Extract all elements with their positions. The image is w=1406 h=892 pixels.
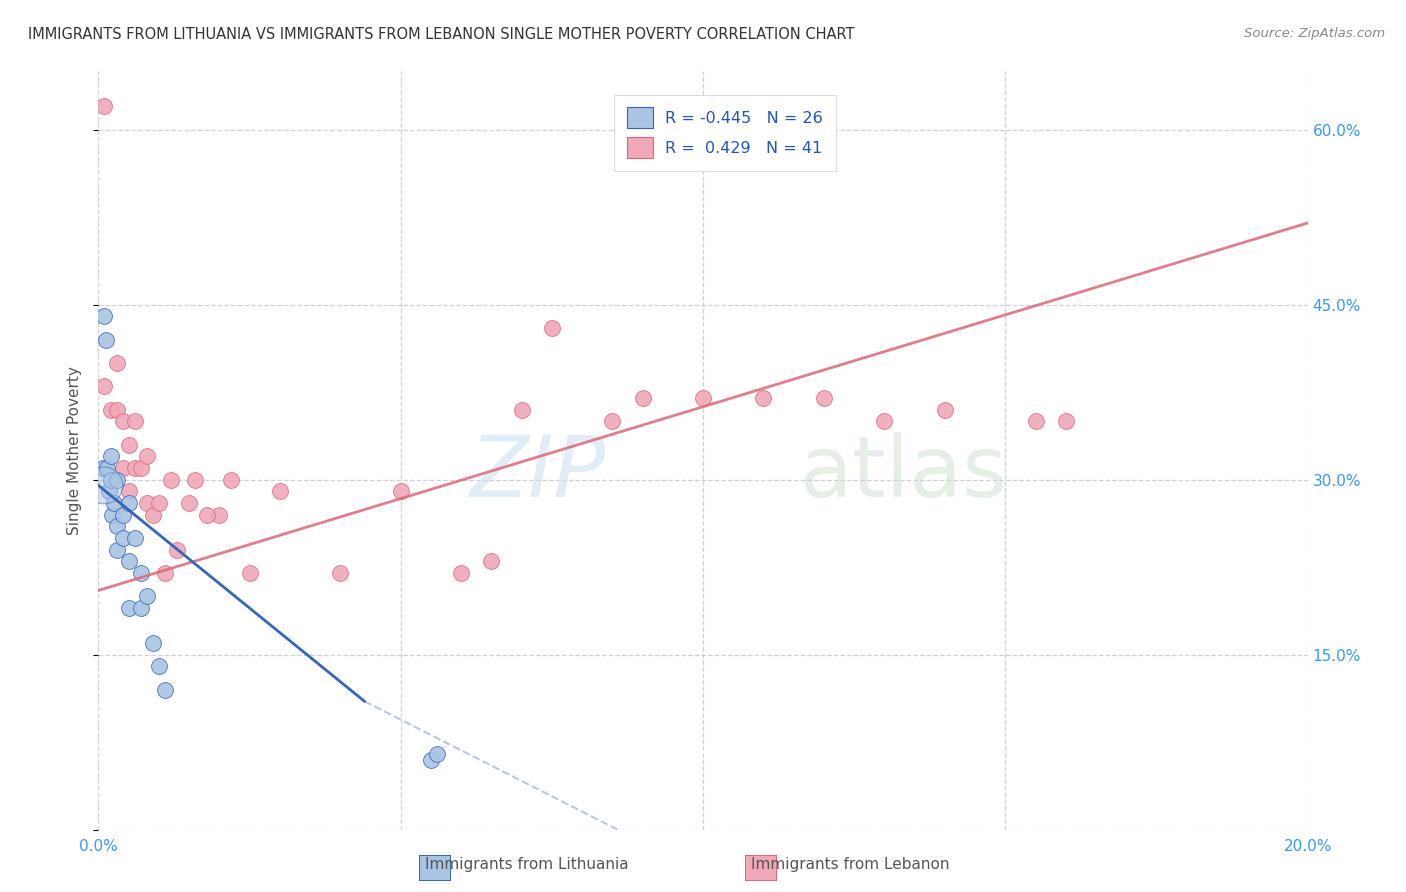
Point [239, 566, 262, 580]
Point [179, 496, 201, 510]
Point [426, 747, 449, 761]
Point [934, 402, 956, 417]
Point [129, 566, 152, 580]
Point [111, 414, 134, 428]
Point [540, 321, 562, 335]
Point [105, 473, 128, 487]
Point [135, 589, 157, 603]
Point [1024, 414, 1046, 428]
Point [93, 478, 115, 492]
Point [105, 519, 128, 533]
Point [195, 508, 218, 522]
Point [631, 391, 654, 405]
Y-axis label: Single Mother Poverty: Single Mother Poverty [67, 366, 83, 535]
Point [129, 461, 152, 475]
Point [148, 659, 170, 673]
Point [105, 542, 128, 557]
Point [142, 636, 165, 650]
Point [105, 402, 128, 417]
Point [129, 601, 152, 615]
Point [1054, 414, 1077, 428]
Point [93, 310, 115, 324]
Text: ZIP: ZIP [470, 432, 606, 515]
Point [111, 461, 134, 475]
Point [153, 566, 176, 580]
Point [94, 333, 117, 347]
Point [124, 414, 146, 428]
Point [692, 391, 714, 405]
Point [148, 496, 170, 510]
Point [221, 473, 243, 487]
Point [100, 402, 122, 417]
Point [118, 484, 141, 499]
Point [105, 356, 128, 370]
Point [124, 531, 146, 545]
Point [118, 437, 141, 451]
Point [813, 391, 835, 405]
Legend: R = -0.445   N = 26, R =  0.429   N = 41: R = -0.445 N = 26, R = 0.429 N = 41 [614, 95, 837, 170]
Point [510, 402, 533, 417]
Text: Immigrants from Lithuania: Immigrants from Lithuania [426, 857, 628, 872]
Point [184, 473, 207, 487]
Point [142, 508, 165, 522]
Point [111, 531, 134, 545]
Point [153, 682, 176, 697]
Point [93, 379, 115, 393]
Point [111, 508, 134, 522]
Text: IMMIGRANTS FROM LITHUANIA VS IMMIGRANTS FROM LEBANON SINGLE MOTHER POVERTY CORRE: IMMIGRANTS FROM LITHUANIA VS IMMIGRANTS … [28, 27, 855, 42]
Point [602, 414, 624, 428]
Point [96, 461, 118, 475]
Point [135, 450, 157, 464]
Point [100, 508, 122, 522]
Point [100, 450, 122, 464]
Point [481, 554, 503, 568]
Point [118, 554, 141, 568]
Point [91, 461, 114, 475]
Point [166, 542, 188, 557]
Point [135, 496, 157, 510]
Text: atlas: atlas [800, 432, 1008, 515]
Point [389, 484, 412, 499]
Text: Immigrants from Lebanon: Immigrants from Lebanon [751, 857, 950, 872]
Point [269, 484, 291, 499]
Point [103, 496, 125, 510]
Point [98, 484, 121, 499]
Point [208, 508, 231, 522]
Point [100, 473, 122, 487]
Point [118, 496, 141, 510]
Point [752, 391, 775, 405]
Point [93, 99, 115, 113]
Point [118, 601, 141, 615]
Point [124, 461, 146, 475]
Point [160, 473, 183, 487]
Point [450, 566, 472, 580]
Point [329, 566, 352, 580]
Text: Source: ZipAtlas.com: Source: ZipAtlas.com [1244, 27, 1385, 40]
Point [873, 414, 896, 428]
Point [420, 753, 443, 767]
